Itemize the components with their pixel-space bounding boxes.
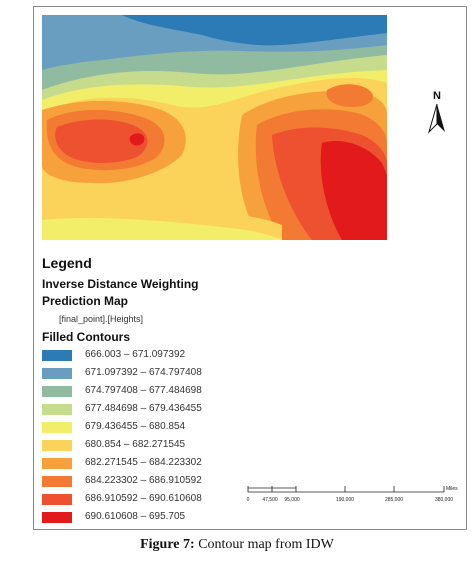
legend-class-label: 679.436455 – 680.854 — [85, 421, 186, 432]
contour-class-8-ne — [326, 84, 373, 107]
legend-class: 680.854 – 682.271545 — [42, 438, 302, 454]
legend-swatch — [42, 368, 72, 379]
legend-swatch — [42, 512, 72, 523]
legend-class-label: 680.854 – 682.271545 — [85, 439, 186, 450]
legend-swatch — [42, 458, 72, 469]
legend-class-label: 677.484698 – 679.436455 — [85, 403, 202, 414]
contour-class-1-west — [42, 15, 82, 31]
legend-class: 682.271545 – 684.223302 — [42, 456, 302, 472]
map-frame: N Legend Inverse Distance Weighting Pred… — [33, 6, 467, 530]
legend-title: Legend — [42, 255, 92, 271]
scale-bar: 0 47,500 95,000 190,000 285,000 380,000 … — [247, 486, 458, 503]
figure-caption: Figure 7: Contour map from IDW — [0, 537, 474, 553]
legend-class-label: 686.910592 – 690.610608 — [85, 493, 202, 504]
filled-contours-title: Filled Contours — [42, 330, 130, 344]
legend-class-label: 690.610608 – 695.705 — [85, 511, 186, 522]
legend-swatch — [42, 494, 72, 505]
legend-swatch — [42, 350, 72, 361]
figure-caption-text: Contour map from IDW — [194, 537, 334, 552]
legend-class: 686.910592 – 690.610608 — [42, 492, 302, 508]
legend-class: 671.097392 – 674.797408 — [42, 366, 302, 382]
scale-tick-label: 190,000 — [336, 497, 354, 503]
legend-swatch — [42, 404, 72, 415]
legend-class-label: 684.223302 – 686.910592 — [85, 475, 202, 486]
contour-class-9-core — [129, 133, 145, 146]
contour-class-9 — [55, 119, 148, 163]
scale-units: Miles — [446, 486, 458, 492]
north-arrow: N — [427, 91, 447, 137]
legend-class-label: 671.097392 – 674.797408 — [85, 367, 202, 378]
legend-class: 674.797408 – 677.484698 — [42, 384, 302, 400]
scale-tick-label: 380,000 — [435, 497, 453, 503]
legend-class: 684.223302 – 686.910592 — [42, 474, 302, 490]
legend-class-label: 666.003 – 671.097392 — [85, 349, 186, 360]
legend-swatch — [42, 476, 72, 487]
contour-class-1 — [122, 15, 387, 46]
legend-class: 666.003 – 671.097392 — [42, 348, 302, 364]
contour-class-10-east — [320, 141, 387, 240]
layer-title: Inverse Distance Weighting — [42, 277, 199, 291]
legend-class: 677.484698 – 679.436455 — [42, 402, 302, 418]
north-label: N — [433, 90, 441, 102]
legend-class-label: 682.271545 – 684.223302 — [85, 457, 202, 468]
legend-class: 679.436455 – 680.854 — [42, 420, 302, 436]
north-arrow-icon — [427, 103, 445, 134]
legend-swatch — [42, 440, 72, 451]
legend-class: 690.610608 – 695.705 — [42, 510, 302, 526]
contour-class-5-south — [42, 217, 282, 240]
legend-swatch — [42, 422, 72, 433]
scale-tick-label: 47,500 — [262, 497, 278, 503]
legend-class-label: 674.797408 – 677.484698 — [85, 385, 202, 396]
scale-tick-label: 285,000 — [385, 497, 403, 503]
field-name: [final_point].[Heights] — [59, 314, 144, 324]
scale-tick-label: 95,000 — [284, 497, 300, 503]
scale-tick-label: 0 — [247, 497, 250, 503]
figure-label: Figure 7: — [140, 537, 195, 552]
layer-subtitle: Prediction Map — [42, 294, 129, 308]
legend-swatch — [42, 386, 72, 397]
idw-contour-map — [42, 15, 387, 240]
